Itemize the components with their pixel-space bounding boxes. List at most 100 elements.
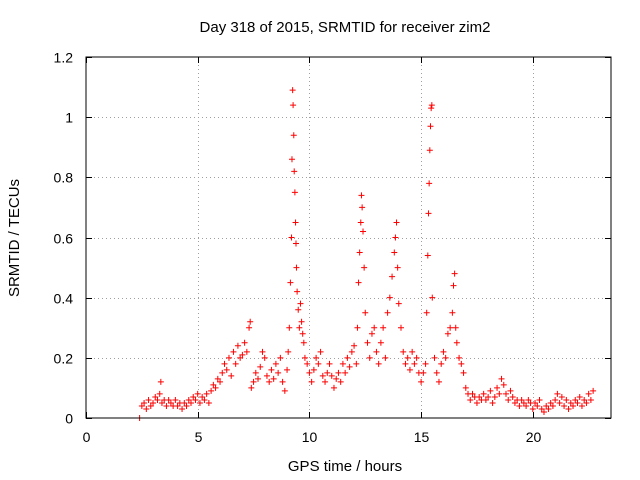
data-point <box>406 366 413 373</box>
data-point <box>210 381 217 388</box>
data-point <box>442 354 449 361</box>
chart-title: Day 318 of 2015, SRMTID for receiver zim… <box>200 19 491 36</box>
x-tick-label: 10 <box>302 429 318 445</box>
data-point <box>299 330 306 337</box>
data-point <box>308 378 315 385</box>
data-point <box>217 378 224 385</box>
data-point <box>219 369 226 376</box>
data-point <box>356 249 363 256</box>
data-point <box>556 399 563 406</box>
data-point <box>558 393 565 400</box>
data-point <box>420 369 427 376</box>
data-point <box>346 363 353 370</box>
data-point <box>462 384 469 391</box>
data-point <box>491 393 498 400</box>
data-point <box>199 393 206 400</box>
data-point <box>540 408 547 415</box>
data-point <box>183 402 190 409</box>
data-point <box>453 339 460 346</box>
data-point <box>152 393 159 400</box>
data-point <box>181 399 188 406</box>
data-point <box>295 306 302 313</box>
data-point <box>460 369 467 376</box>
data-point <box>458 360 465 367</box>
data-point <box>203 390 210 397</box>
data-point <box>480 390 487 397</box>
data-point <box>201 396 208 403</box>
data-point <box>518 396 525 403</box>
data-point <box>250 378 257 385</box>
data-point <box>228 372 235 379</box>
data-point <box>268 366 275 373</box>
data-point <box>212 384 219 391</box>
data-point <box>272 360 279 367</box>
data-point <box>275 369 282 376</box>
data-point <box>554 390 561 397</box>
data-point <box>290 102 297 109</box>
data-point <box>353 360 360 367</box>
data-point <box>547 399 554 406</box>
data-point <box>326 360 333 367</box>
data-point <box>487 387 494 394</box>
data-point <box>223 366 230 373</box>
data-point <box>285 348 292 355</box>
data-point <box>404 354 411 361</box>
x-tick-label: 20 <box>526 429 542 445</box>
data-point <box>438 360 445 367</box>
data-point <box>279 378 286 385</box>
data-point <box>393 219 400 226</box>
x-tick-label: 5 <box>195 429 203 445</box>
data-point <box>391 249 398 256</box>
data-point <box>263 372 270 379</box>
data-point <box>402 360 409 367</box>
data-point <box>165 396 172 403</box>
y-axis-label: SRMTID / TECUs <box>6 179 23 297</box>
data-point <box>382 354 389 361</box>
data-point <box>536 396 543 403</box>
data-point <box>581 396 588 403</box>
data-point <box>373 348 380 355</box>
x-axis-label: GPS time / hours <box>288 458 402 475</box>
data-point <box>293 264 300 271</box>
data-point <box>298 318 305 325</box>
data-point <box>300 339 307 346</box>
data-point <box>243 348 250 355</box>
data-point <box>179 405 186 412</box>
data-point <box>426 180 433 187</box>
data-point <box>214 375 221 382</box>
data-point <box>394 264 401 271</box>
data-point <box>315 360 322 367</box>
data-point <box>221 360 228 367</box>
data-point <box>322 378 329 385</box>
data-point <box>469 390 476 397</box>
data-point <box>157 378 164 385</box>
data-point <box>435 378 442 385</box>
data-point <box>361 264 368 271</box>
data-point <box>141 399 148 406</box>
data-point <box>330 384 337 391</box>
data-point <box>476 393 483 400</box>
data-point <box>549 402 556 409</box>
data-point <box>429 294 436 301</box>
data-point <box>257 363 264 370</box>
data-point <box>194 390 201 397</box>
data-point <box>281 387 288 394</box>
x-tick-label: 15 <box>414 429 430 445</box>
data-point <box>498 375 505 382</box>
data-point <box>368 330 375 337</box>
data-point <box>358 192 365 199</box>
axis-ticks: 0 5 10 15 20 0 0.2 0.4 0.6 0.8 1 1.2 <box>54 50 611 445</box>
data-point <box>289 87 296 94</box>
data-point <box>156 390 163 397</box>
x-tick-label: 0 <box>83 429 91 445</box>
data-point <box>426 147 433 154</box>
data-point <box>344 354 351 361</box>
data-point <box>360 228 367 235</box>
data-point <box>572 396 579 403</box>
data-point <box>287 279 294 286</box>
data-point <box>534 402 541 409</box>
data-point <box>348 348 355 355</box>
data-point <box>449 309 456 316</box>
data-point <box>451 270 458 277</box>
data-point <box>246 324 253 331</box>
